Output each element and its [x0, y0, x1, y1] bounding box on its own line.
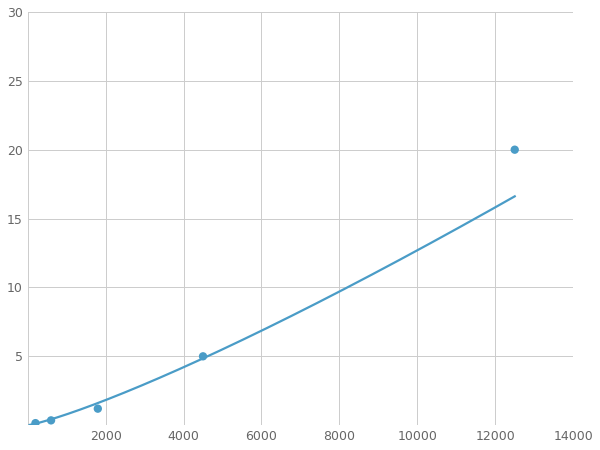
- Point: [198, 353, 208, 360]
- Point: [46, 417, 56, 424]
- Point: [31, 419, 40, 427]
- Point: [510, 146, 520, 153]
- Point: [93, 405, 103, 412]
